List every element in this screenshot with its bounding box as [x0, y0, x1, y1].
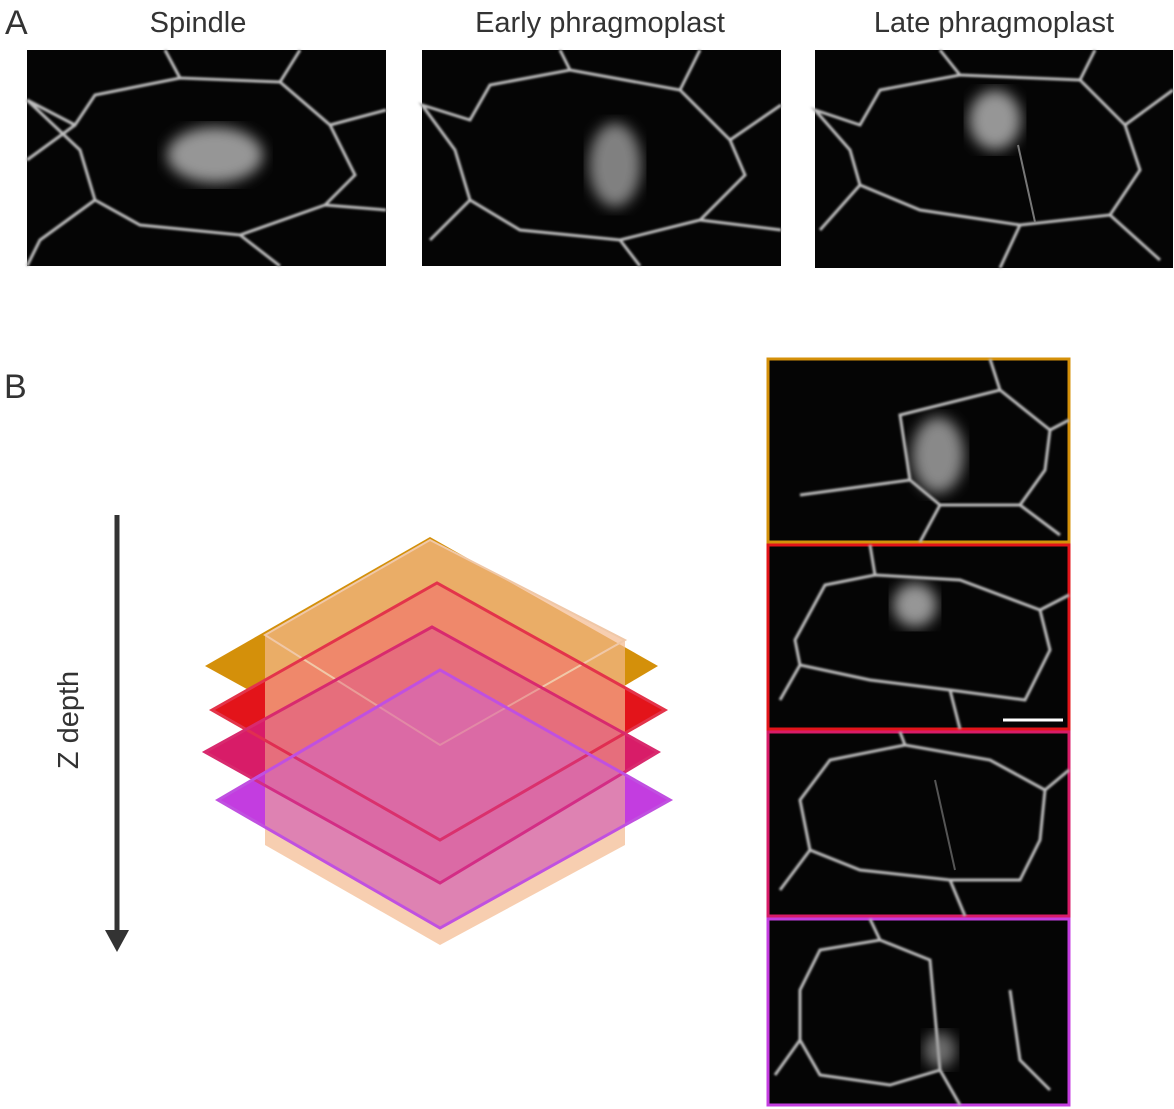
panel-label: B [4, 368, 27, 406]
micrograph [768, 919, 1069, 1105]
axis-label: Z depth [53, 671, 85, 769]
micrograph [768, 545, 1069, 729]
micrograph [768, 732, 1069, 916]
micrograph [27, 50, 386, 266]
image-title: Late phragmoplast [874, 7, 1114, 39]
figure: A Spindle Early phragmoplast Late phragm… [0, 0, 1174, 1109]
image-title: Early phragmoplast [475, 7, 725, 39]
micrograph [768, 359, 1069, 542]
panel-label: A [5, 4, 28, 42]
image-title: Spindle [150, 7, 247, 39]
micrograph [815, 50, 1173, 268]
z-stack [205, 537, 670, 945]
micrograph [422, 50, 781, 266]
arrow-head [105, 930, 129, 952]
